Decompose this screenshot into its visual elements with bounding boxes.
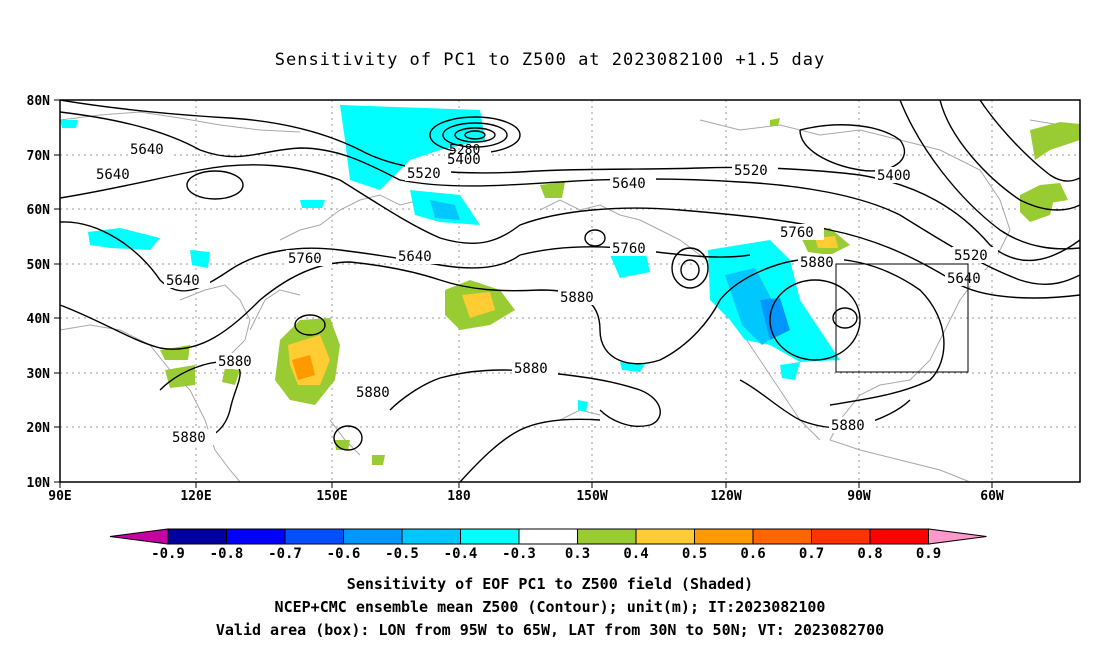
colorbar-label: 0.9 (916, 546, 941, 562)
contour-label: 5640 (398, 249, 432, 265)
lon-label: 90E (48, 489, 71, 504)
contour-labels: 5640 5640 5640 5640 5640 5640 5640 5520 … (96, 142, 988, 446)
contour-label: 5400 (447, 152, 481, 168)
colorbar-segment (284, 528, 344, 545)
axis-ticks (54, 99, 993, 488)
lat-label: 30N (27, 367, 51, 382)
colorbar-label: -0.9 (151, 546, 185, 562)
lat-label: 80N (27, 94, 51, 109)
colorbar-label: -0.4 (444, 546, 478, 562)
contour-label: 5880 (831, 418, 865, 434)
colorbar-segment (811, 528, 871, 545)
colorbar-segment (167, 528, 227, 545)
caption-line-2: NCEP+CMC ensemble mean Z500 (Contour); u… (274, 598, 826, 616)
lon-label: 150E (316, 489, 347, 504)
lon-label: 90W (847, 489, 871, 504)
lat-label: 50N (27, 258, 51, 273)
map-title: Sensitivity of PC1 to Z500 at 2023082100… (274, 50, 826, 70)
contour-label: 5520 (734, 163, 768, 179)
contour-label: 5640 (96, 167, 130, 183)
lat-label: 40N (27, 312, 51, 327)
lon-label: 150W (576, 489, 607, 504)
colorbar-high-extension (928, 528, 987, 545)
contour-label: 5640 (166, 273, 200, 289)
colorbar-segment (460, 528, 520, 545)
valid-area-box (835, 263, 969, 373)
colorbar-labels: -0.9 -0.8 -0.7 -0.6 -0.5 -0.4 -0.3 0.3 0.4 0.5 0.6… (151, 546, 941, 562)
colorbar-label: -0.3 (502, 546, 536, 562)
colorbar-segment (226, 528, 286, 545)
colorbar-segment (694, 528, 754, 545)
sensitivity-shading (60, 105, 1080, 465)
lon-label: 120W (710, 489, 741, 504)
lat-label: 70N (27, 149, 51, 164)
colorbar-segment (343, 528, 403, 545)
lat-label: 60N (27, 203, 51, 218)
lon-label: 60W (980, 489, 1004, 504)
colorbar-label: 0.8 (857, 546, 882, 562)
colorbar-label: -0.8 (210, 546, 244, 562)
colorbar (109, 528, 987, 545)
colorbar-segment (577, 528, 637, 545)
colorbar-label: -0.5 (385, 546, 419, 562)
colorbar-segment (401, 528, 461, 545)
lat-label: 20N (27, 421, 51, 436)
contour-label: 5280 (449, 143, 480, 158)
colorbar-label: 0.7 (799, 546, 824, 562)
contour-label: 5520 (954, 248, 988, 264)
longitude-labels: 90E 120E 150E 180 150W 120W 90W 60W (48, 489, 1004, 504)
contour-label: 5640 (130, 142, 164, 158)
contour-label: 5640 (947, 271, 981, 287)
colorbar-segment (752, 528, 812, 545)
contour-label: 5760 (780, 225, 814, 241)
colorbar-label: 0.6 (740, 546, 765, 562)
lat-label: 10N (27, 476, 51, 491)
latitude-labels: 80N 70N 60N 50N 40N 30N 20N 10N (27, 94, 51, 491)
colorbar-segment (869, 528, 929, 545)
contour-label: 5880 (514, 361, 548, 377)
colorbar-label: -0.7 (268, 546, 302, 562)
colorbar-label: -0.6 (327, 546, 361, 562)
colorbar-label: 0.5 (682, 546, 707, 562)
contour-label: 5520 (407, 166, 441, 182)
caption-line-1: Sensitivity of EOF PC1 to Z500 field (Sh… (346, 575, 754, 593)
lon-label: 180 (447, 489, 471, 504)
contour-label: 5880 (356, 385, 390, 401)
contour-label: 5760 (288, 251, 322, 267)
contour-label: 5880 (218, 354, 252, 370)
map-frame (59, 99, 1081, 483)
contour-label: 5400 (877, 168, 911, 184)
caption-line-3: Valid area (box): LON from 95W to 65W, L… (215, 621, 885, 639)
colorbar-label: 0.3 (565, 546, 590, 562)
contour-label: 5760 (612, 241, 646, 257)
lon-label: 120E (180, 489, 211, 504)
contour-label: 5880 (800, 255, 834, 271)
colorbar-label: 0.4 (623, 546, 648, 562)
colorbar-segment (518, 528, 578, 545)
colorbar-segment (635, 528, 695, 545)
contour-label: 5880 (560, 290, 594, 306)
colorbar-low-extension (109, 528, 169, 545)
contour-label: 5880 (172, 430, 206, 446)
contour-label: 5640 (612, 176, 646, 192)
